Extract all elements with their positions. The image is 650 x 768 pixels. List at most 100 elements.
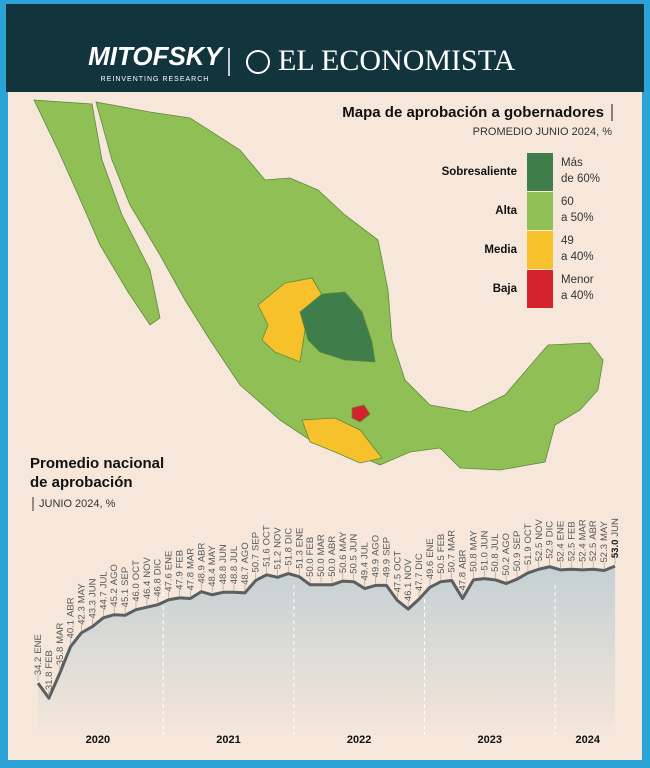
data-label: 49.4 JUL (359, 542, 370, 580)
value-label: 48.8 (228, 566, 239, 585)
legend-label: Alta (495, 205, 517, 217)
data-label: 50.5 JUN (348, 534, 359, 574)
month-label: FEB (174, 550, 185, 568)
value-label: 31.8 (43, 672, 54, 691)
data-label: 53.0 JUN (610, 518, 621, 558)
legend-range: Menor (561, 274, 594, 286)
value-label: 50.2 (501, 557, 512, 576)
month-label: ABR (326, 536, 337, 556)
data-label: 45.2 AGO (109, 564, 120, 607)
value-label: 51.6 (261, 548, 272, 567)
legend-swatch (527, 192, 553, 230)
data-label: 50.2 AGO (501, 533, 512, 576)
value-label: 49.6 (424, 561, 435, 580)
legend-range: 49 (561, 235, 574, 247)
month-label: DIC (283, 528, 294, 545)
data-label: 43.3 JUN (87, 578, 98, 618)
data-label: 48.8 JUN (218, 544, 229, 584)
month-label: JUL (98, 571, 109, 588)
month-label: MAR (185, 548, 196, 569)
value-label: 43.3 (87, 600, 98, 619)
month-label: FEB (435, 534, 446, 552)
data-label: 52.3 MAY (599, 520, 610, 562)
value-label: 42.3 (76, 606, 87, 625)
month-label: JUL (359, 542, 370, 559)
month-label: SEP (381, 537, 392, 556)
data-label: 48.7 AGO (239, 542, 250, 585)
value-label: 50.0 (316, 558, 327, 577)
value-label: 47.5 (392, 574, 403, 593)
map-baja (33, 99, 161, 326)
data-label: 50.7 SEP (250, 532, 261, 573)
value-label: 52.5 (566, 543, 577, 562)
data-label: 52.5 FEB (566, 521, 577, 561)
legend-range: a 40% (561, 290, 594, 302)
value-label: 50.5 (435, 555, 446, 574)
month-label: NOV (403, 558, 414, 579)
data-label: 47.7 DIC (414, 553, 425, 591)
data-label: 51.3 ENE (294, 528, 305, 569)
month-label: MAR (54, 622, 65, 643)
month-label: MAR (316, 534, 327, 555)
value-label: 50.7 (250, 554, 261, 573)
map-mainland (95, 101, 604, 471)
value-label: 50.9 (512, 553, 523, 572)
year-label: 2022 (347, 734, 371, 746)
data-label: 47.6 ENE (163, 551, 174, 592)
month-label: FEB (305, 537, 316, 555)
value-label: 50.5 (348, 555, 359, 574)
month-label: JUN (87, 578, 98, 597)
data-label: 50.5 FEB (435, 534, 446, 574)
map-title: Mapa de aprobación a gobernadores (342, 104, 604, 121)
header-band (6, 4, 644, 92)
map-state-media (257, 277, 323, 363)
month-label: AGO (239, 542, 250, 563)
value-label: 51.9 (522, 546, 533, 565)
value-label: 47.6 (163, 573, 174, 592)
month-label: ABR (588, 520, 599, 540)
map-subtitle: PROMEDIO JUNIO 2024, % (473, 126, 613, 138)
value-label: 46.4 (141, 581, 152, 600)
value-label: 52.4 (555, 543, 566, 562)
data-label: 50.0 FEB (305, 537, 316, 577)
data-label: 50.7 MAR (446, 530, 457, 573)
data-label: 50.0 ABR (326, 536, 337, 577)
data-label: 45.1 SEP (120, 567, 131, 608)
data-label: 31.8 FEB (43, 650, 54, 690)
value-label: 53.0 (610, 540, 621, 559)
month-label: OCT (522, 523, 533, 543)
value-label: 52.3 (599, 544, 610, 563)
month-label: MAR (446, 530, 457, 551)
value-label: 52.4 (577, 543, 588, 562)
month-label: ENE (424, 538, 435, 558)
brand-left: MITOFSKY (88, 41, 225, 71)
value-label: 47.7 (414, 573, 425, 592)
value-label: 47.8 (457, 572, 468, 591)
month-label: ENE (555, 521, 566, 541)
value-label: 48.8 (218, 566, 229, 585)
legend-range: 60 (561, 196, 574, 208)
month-label: JUL (228, 546, 239, 563)
data-label: 47.8 ABR (457, 549, 468, 590)
month-label: ABR (457, 549, 468, 569)
chart-title: Promedio nacional (30, 455, 164, 472)
data-label: 51.8 DIC (283, 528, 294, 566)
value-label: 45.2 (109, 588, 120, 607)
legend-range: de 60% (561, 173, 600, 185)
value-label: 47.9 (174, 571, 185, 590)
value-label: 51.8 (283, 547, 294, 566)
legend-swatch (527, 270, 553, 308)
month-label: DIC (544, 521, 555, 538)
month-label: NOV (533, 518, 544, 539)
data-label: 49.9 SEP (381, 537, 392, 578)
value-label: 49.9 (370, 559, 381, 578)
value-label: 49.9 (381, 559, 392, 578)
month-label: AGO (370, 535, 381, 556)
month-label: SEP (120, 567, 131, 586)
value-label: 50.8 (490, 553, 501, 572)
value-label: 40.1 (65, 620, 76, 639)
value-label: 48.7 (239, 566, 250, 585)
data-label: 52.4 ENE (555, 521, 566, 562)
